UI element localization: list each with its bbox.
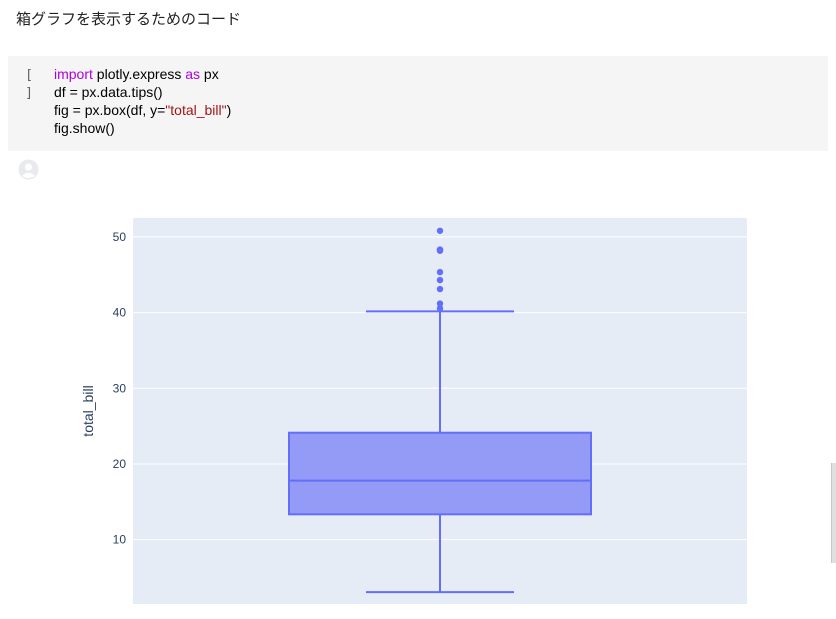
y-tick-label: 10: [113, 533, 127, 547]
markdown-cell: 箱グラフを表示するためのコード: [16, 9, 241, 29]
code-line-2: df = px.data.tips(): [54, 84, 163, 100]
markdown-text: 箱グラフを表示するためのコード: [16, 10, 242, 28]
outlier-point: [436, 246, 444, 253]
keyword-import: import: [54, 66, 93, 82]
code-text: ): [226, 102, 232, 118]
box-plot-chart[interactable]: 10 20 30 40 50 total_bill: [0, 190, 830, 619]
y-tick-label: 20: [113, 457, 127, 471]
code-text: plotly.express: [92, 66, 186, 82]
outlier-point: [436, 285, 444, 293]
y-axis-title: total_bill: [80, 385, 96, 436]
outlier-point: [436, 268, 444, 276]
code-editor[interactable]: import plotly.express as px df = px.data…: [54, 65, 231, 137]
code-text: fig = px.box(df, y=: [54, 102, 166, 118]
code-cell[interactable]: [ ] import plotly.express as px df = px.…: [8, 56, 828, 151]
string-literal: "total_bill": [165, 102, 227, 118]
outlier-point: [436, 227, 444, 234]
run-cell-button[interactable]: [ ]: [25, 68, 33, 101]
scrollbar-thumb[interactable]: [831, 463, 836, 563]
outlier-point: [436, 305, 444, 312]
code-line-1: import plotly.express as px: [54, 66, 219, 82]
y-tick-label: 50: [113, 230, 127, 244]
code-line-4: fig.show(): [54, 120, 115, 136]
code-line-3: fig = px.box(df, y="total_bill"): [54, 102, 231, 118]
y-tick-label: 30: [113, 381, 127, 395]
keyword-as: as: [185, 66, 201, 82]
y-tick-label: 40: [113, 306, 127, 320]
outlier-point: [436, 276, 444, 284]
user-avatar-icon: [18, 159, 39, 180]
outlier-point: [436, 300, 444, 307]
plot-output[interactable]: 10 20 30 40 50 total_bill: [0, 190, 830, 619]
iqr-box: [288, 431, 592, 516]
code-text: px: [200, 66, 219, 82]
